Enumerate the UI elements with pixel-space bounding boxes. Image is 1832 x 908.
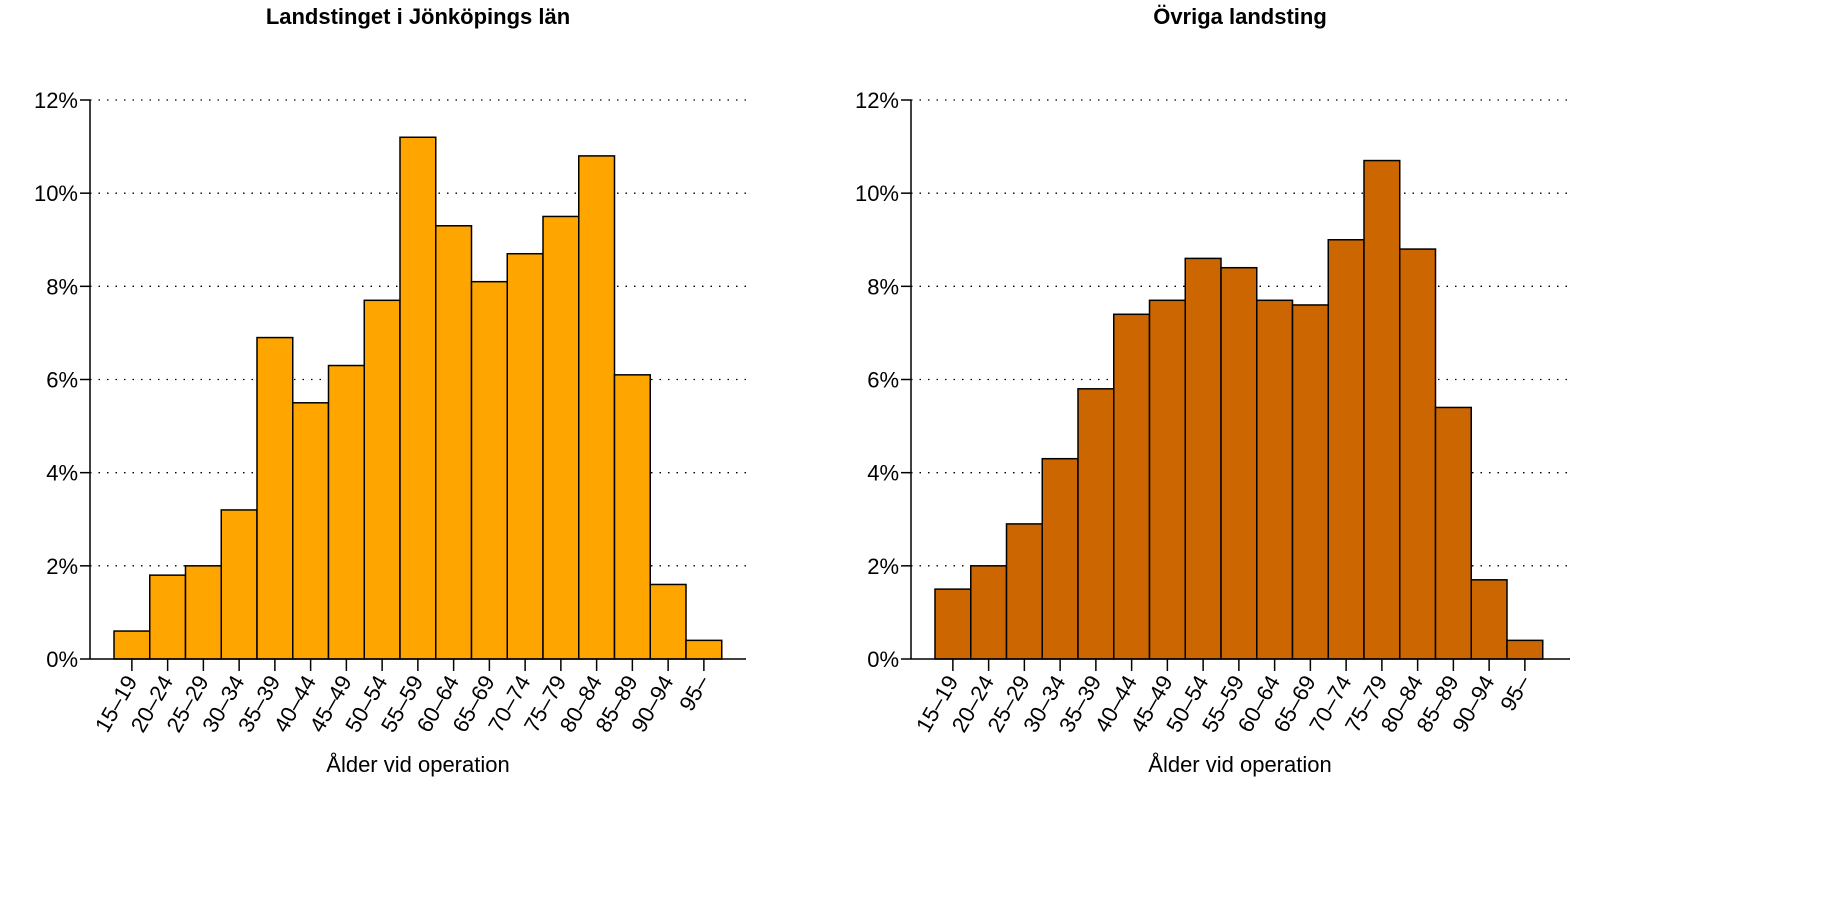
- bar: [327, 364, 365, 660]
- y-tick-label: 0%: [867, 647, 899, 672]
- bar: [113, 630, 151, 660]
- chart-title: Övriga landsting: [1153, 4, 1327, 29]
- bar: [934, 588, 972, 660]
- chart-panel-jonkoping: Landstinget i Jönköpings län Ålder vid o…: [34, 4, 746, 777]
- bar: [1220, 266, 1258, 660]
- bar: [1327, 239, 1365, 660]
- chart-panel-ovriga: Övriga landsting Ålder vid operation 0% 2…: [855, 4, 1570, 777]
- bar: [256, 336, 294, 660]
- bar: [1506, 639, 1544, 660]
- bar: [363, 299, 401, 660]
- bar: [1291, 304, 1329, 660]
- bar: [506, 252, 544, 660]
- bar: [470, 280, 508, 660]
- y-tick-label: 6%: [867, 368, 899, 393]
- y-tick-label: 8%: [867, 274, 899, 299]
- bar: [578, 155, 616, 660]
- y-tick-label: 4%: [867, 461, 899, 486]
- bar: [149, 574, 187, 660]
- y-tick-label: 12%: [34, 88, 78, 113]
- x-axis-label: Ålder vid operation: [326, 752, 509, 777]
- y-tick-label: 10%: [855, 181, 899, 206]
- y-tick-label: 8%: [46, 274, 78, 299]
- bar: [685, 639, 723, 660]
- y-tick-label: 10%: [34, 181, 78, 206]
- bar: [1113, 313, 1151, 660]
- bar: [1256, 299, 1294, 660]
- bar: [970, 565, 1008, 660]
- y-tick-label: 2%: [867, 554, 899, 579]
- bar: [292, 402, 330, 660]
- bar: [649, 583, 687, 660]
- bar: [399, 136, 437, 660]
- bar: [1041, 457, 1079, 660]
- y-tick-label: 12%: [855, 88, 899, 113]
- y-tick-label: 0%: [46, 647, 78, 672]
- x-tick-label: 95–: [1495, 670, 1535, 715]
- chart-title: Landstinget i Jönköpings län: [266, 4, 570, 29]
- bar: [220, 509, 258, 660]
- y-tick-label: 4%: [46, 461, 78, 486]
- x-axis-label: Ålder vid operation: [1148, 752, 1331, 777]
- bar: [542, 215, 580, 660]
- bar: [1470, 579, 1508, 660]
- y-tick-label: 2%: [46, 554, 78, 579]
- bar: [1148, 299, 1186, 660]
- bar: [1077, 388, 1115, 660]
- bar: [435, 225, 473, 660]
- bar: [1399, 248, 1437, 660]
- bar: [1363, 159, 1401, 660]
- bar: [1434, 406, 1472, 660]
- bar: [184, 565, 222, 660]
- y-tick-label: 6%: [46, 368, 78, 393]
- bar: [1184, 257, 1222, 660]
- bar: [613, 374, 651, 660]
- bar: [1005, 523, 1043, 660]
- x-tick-label: 95–: [674, 670, 714, 715]
